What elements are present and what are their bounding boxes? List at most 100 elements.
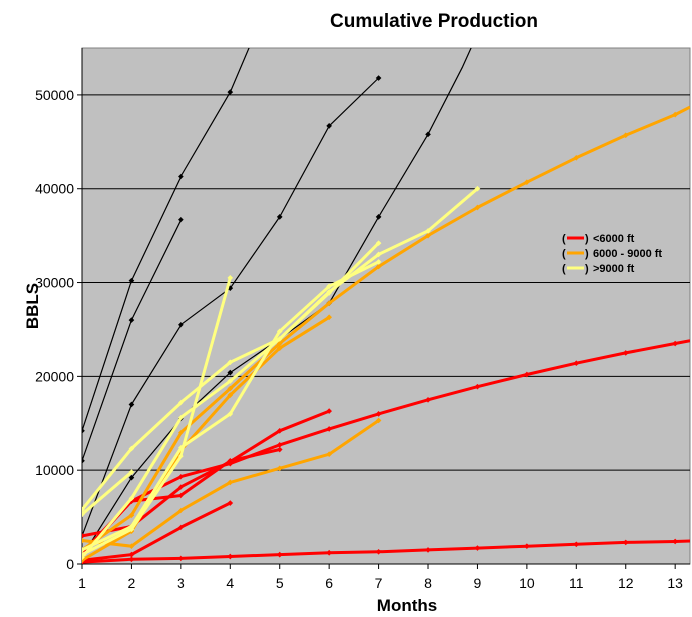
point-10-3 bbox=[227, 392, 234, 398]
point-2-5 bbox=[326, 123, 332, 129]
point-7-9 bbox=[524, 371, 530, 378]
point-11-7 bbox=[425, 232, 431, 239]
point-11-12 bbox=[672, 111, 678, 118]
point-4-7 bbox=[425, 547, 431, 553]
point-16-4 bbox=[276, 336, 283, 342]
point-9-5 bbox=[326, 451, 332, 458]
point-11-3 bbox=[227, 385, 234, 392]
series-7-red bbox=[82, 339, 690, 556]
point-13-6 bbox=[375, 240, 382, 246]
x-tick-label-2: 3 bbox=[177, 575, 185, 591]
point-4-6 bbox=[375, 548, 382, 555]
point-5-2 bbox=[178, 524, 184, 531]
point-9-6 bbox=[375, 417, 382, 424]
point-11-4 bbox=[276, 340, 283, 347]
point-11-1 bbox=[128, 512, 135, 519]
point-8-5 bbox=[326, 408, 332, 414]
point-11-8 bbox=[474, 204, 481, 211]
series-0-black bbox=[82, 48, 250, 434]
x-tick-label-0: 1 bbox=[78, 575, 86, 591]
point-15-2 bbox=[178, 453, 184, 459]
point-11-6 bbox=[375, 263, 382, 270]
point-7-12 bbox=[672, 340, 678, 347]
chart-title: Cumulative Production bbox=[330, 11, 538, 32]
series-layer bbox=[82, 48, 690, 564]
x-tick-label-3: 4 bbox=[226, 575, 234, 591]
legend-label-1: 6000 - 9000 ft bbox=[593, 248, 662, 260]
legend-open-paren-0: ( bbox=[562, 233, 566, 245]
x-tick-label-1: 2 bbox=[128, 575, 136, 591]
point-4-9 bbox=[524, 543, 530, 550]
point-14-5 bbox=[326, 283, 332, 290]
point-7-6 bbox=[375, 411, 382, 417]
x-tick-label-8: 9 bbox=[474, 575, 482, 591]
point-1-0 bbox=[82, 457, 85, 464]
point-5-1 bbox=[128, 551, 135, 558]
x-tick-label-11: 12 bbox=[618, 575, 634, 591]
y-tick-label-4: 40000 bbox=[35, 181, 74, 197]
point-4-10 bbox=[573, 541, 580, 548]
x-axis-ticks: 1 2 3 4 5 6 7 8 9 10 11 12 13 bbox=[78, 564, 683, 591]
series-16-yellow bbox=[82, 185, 481, 561]
series-line-15 bbox=[82, 277, 232, 556]
series-line-3 bbox=[82, 48, 472, 557]
y-axis-ticks: 0 10000 20000 30000 40000 50000 bbox=[35, 87, 82, 572]
point-3-6 bbox=[375, 214, 382, 220]
point-16-3 bbox=[227, 378, 234, 384]
point-9-0 bbox=[82, 537, 85, 544]
x-tick-label-4: 5 bbox=[276, 575, 284, 591]
point-11-9 bbox=[524, 179, 530, 185]
y-tick-label-2: 20000 bbox=[35, 368, 74, 384]
point-9-2 bbox=[178, 507, 184, 514]
point-4-11 bbox=[622, 539, 629, 546]
point-4-4 bbox=[276, 551, 283, 558]
legend-open-paren-1: ( bbox=[562, 248, 566, 260]
point-13-3 bbox=[227, 359, 234, 366]
point-16-5 bbox=[326, 289, 332, 295]
point-9-4 bbox=[276, 465, 283, 472]
series-9-orange bbox=[82, 417, 382, 550]
point-15-1 bbox=[128, 526, 135, 533]
series-12-yellow bbox=[82, 469, 135, 518]
x-tick-label-7: 8 bbox=[424, 575, 432, 591]
point-16-1 bbox=[128, 495, 135, 502]
point-13-2 bbox=[178, 399, 184, 406]
x-tick-label-5: 6 bbox=[325, 575, 333, 591]
y-tick-label-5: 50000 bbox=[35, 87, 74, 103]
point-8-4 bbox=[276, 427, 283, 434]
point-3-1 bbox=[128, 474, 135, 481]
point-4-2 bbox=[178, 555, 184, 562]
point-7-10 bbox=[573, 360, 580, 367]
point-11-10 bbox=[573, 154, 580, 161]
grid-lines bbox=[81, 48, 690, 565]
legend-open-paren-2: ( bbox=[562, 263, 566, 275]
point-1-1 bbox=[128, 317, 135, 323]
legend-label-2: >9000 ft bbox=[593, 263, 635, 275]
series-line-5 bbox=[82, 501, 231, 562]
legend: () <6000 ft () 6000 - 9000 ft () >9000 ft bbox=[562, 233, 662, 275]
point-2-6 bbox=[375, 75, 382, 81]
legend-entry-1: () 6000 - 9000 ft bbox=[562, 248, 662, 260]
point-13-1 bbox=[128, 445, 135, 452]
point-15-3 bbox=[227, 275, 234, 281]
point-7-8 bbox=[474, 383, 481, 390]
series-line-12 bbox=[82, 470, 133, 516]
x-axis-title: Months bbox=[377, 596, 437, 615]
x-tick-label-6: 7 bbox=[375, 575, 383, 591]
point-4-1 bbox=[128, 556, 135, 563]
point-5-3 bbox=[227, 500, 234, 506]
legend-close-paren-0: ) bbox=[585, 233, 589, 245]
point-1-2 bbox=[178, 216, 184, 223]
series-line-8 bbox=[82, 409, 330, 538]
legend-entry-0: () <6000 ft bbox=[562, 233, 635, 245]
series-line-10 bbox=[82, 316, 330, 562]
x-tick-label-12: 13 bbox=[667, 575, 683, 591]
point-9-3 bbox=[227, 479, 234, 486]
y-tick-label-0: 0 bbox=[66, 556, 74, 572]
point-6-4 bbox=[276, 446, 283, 453]
point-14-4 bbox=[276, 328, 283, 335]
point-14-3 bbox=[227, 411, 234, 417]
point-0-2 bbox=[178, 173, 184, 180]
